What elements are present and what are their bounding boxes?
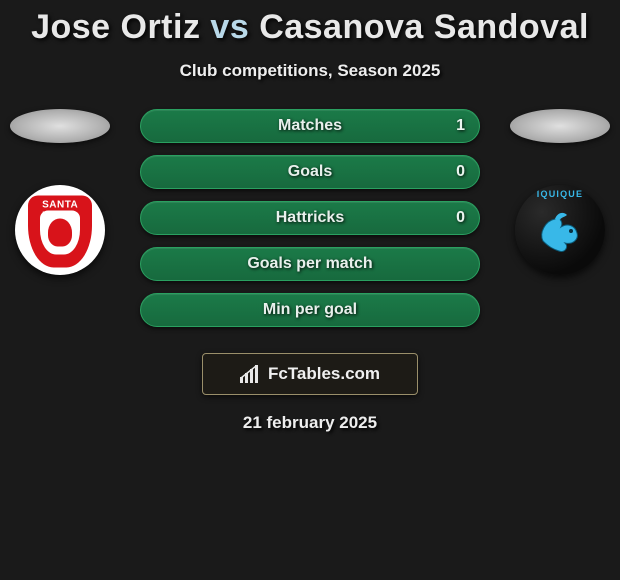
comparison-row: SANTA FE Matches 1 Goals 0 Hattricks: [0, 109, 620, 339]
santafe-inner-shield: [40, 211, 80, 255]
player1-name: Jose Ortiz: [31, 8, 200, 46]
stat-row-goals: Goals 0: [140, 155, 480, 189]
player1-column: SANTA FE: [0, 109, 120, 275]
stat-label: Hattricks: [276, 209, 344, 227]
brand-box: FcTables.com: [202, 353, 418, 395]
player1-silhouette: [10, 109, 110, 143]
date-text: 21 february 2025: [0, 413, 620, 433]
iquique-label: IQUIQUE: [537, 189, 583, 199]
stat-row-hattricks: Hattricks 0: [140, 201, 480, 235]
infographic-root: Jose Ortiz vs Casanova Sandoval Club com…: [0, 0, 620, 433]
player2-name: Casanova Sandoval: [259, 8, 589, 46]
stats-list: Matches 1 Goals 0 Hattricks 0 Goals per …: [140, 109, 480, 339]
stat-label: Min per goal: [263, 301, 357, 319]
stat-label: Goals per match: [247, 255, 372, 273]
dragon-icon: [531, 203, 589, 261]
stat-label: Matches: [278, 117, 342, 135]
player2-silhouette: [510, 109, 610, 143]
stat-right-value: 0: [456, 163, 465, 181]
stat-row-matches: Matches 1: [140, 109, 480, 143]
club-badge-santafe: SANTA FE: [15, 185, 105, 275]
club-badge-iquique: IQUIQUE: [515, 185, 605, 275]
santafe-shield-icon: SANTA FE: [28, 195, 92, 267]
player2-column: IQUIQUE: [500, 109, 620, 275]
brand-text: FcTables.com: [268, 364, 380, 384]
stat-row-mpg: Min per goal: [140, 293, 480, 327]
vs-text: vs: [210, 8, 249, 46]
stat-right-value: 1: [456, 117, 465, 135]
santafe-lion-icon: [48, 219, 72, 247]
stat-right-value: 0: [456, 209, 465, 227]
stat-label: Goals: [288, 163, 332, 181]
page-title: Jose Ortiz vs Casanova Sandoval: [0, 8, 620, 47]
subtitle: Club competitions, Season 2025: [0, 61, 620, 81]
stat-row-gpm: Goals per match: [140, 247, 480, 281]
bar-chart-icon: [240, 365, 262, 383]
